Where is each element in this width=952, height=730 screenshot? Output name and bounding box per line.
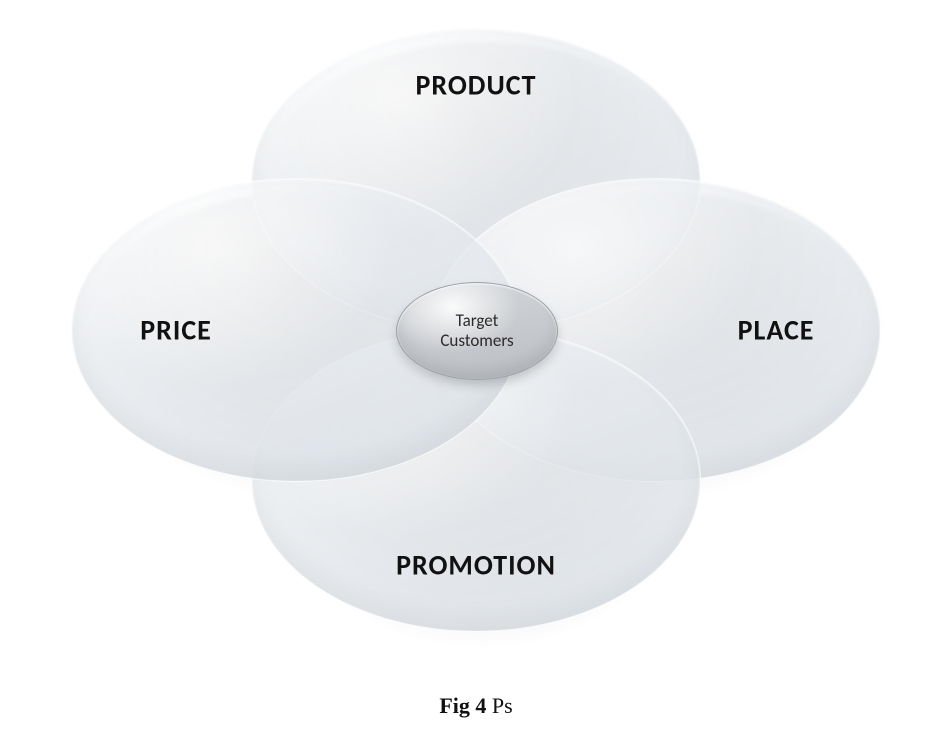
label-place: PLACE (738, 313, 815, 348)
venn-container: TargetCustomers PRODUCT PLACE PROMOTION PRIC… (46, 10, 906, 670)
center-ellipse: TargetCustomers (396, 282, 558, 380)
label-promotion: PROMOTION (396, 548, 556, 583)
center-label-line2: Customers (440, 331, 513, 351)
caption-rest: Ps (486, 693, 512, 718)
caption-prefix: Fig 4 (439, 693, 486, 718)
figure-caption: Fig 4 Ps (0, 693, 952, 719)
label-price: PRICE (140, 313, 212, 348)
figure-4ps: TargetCustomers PRODUCT PLACE PROMOTION PRIC… (0, 0, 952, 730)
center-label-line1: Target (440, 311, 513, 331)
label-product: PRODUCT (415, 68, 536, 103)
center-label: TargetCustomers (440, 311, 513, 350)
